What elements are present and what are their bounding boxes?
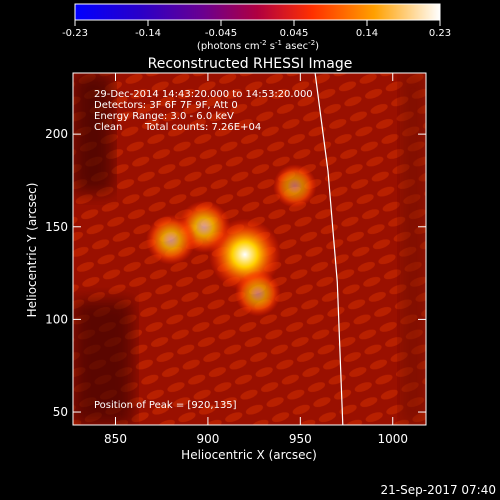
colorbar-unit: (photons cm-2 s-1 asec-2) (197, 39, 319, 52)
annotation-method: Clean (94, 122, 122, 133)
solar-limb (314, 73, 344, 425)
heatmap-image (73, 73, 426, 425)
colorbar-tick-label: -0.23 (62, 28, 88, 39)
emission-source (145, 214, 196, 265)
x-tick-label: 900 (196, 432, 219, 446)
annotation-detectors: Detectors: 3F 6F 7F 9F, Att 0 (94, 100, 238, 111)
y-tick-label: 200 (45, 127, 68, 141)
colorbar-tick-label: 0.045 (280, 28, 309, 39)
colorbar-unit-exp1: -2 (260, 39, 267, 47)
x-axis-ticks: 850 900 950 1000 (104, 73, 408, 446)
annotation-time: 29-Dec-2014 14:43:20.000 to 14:53:20.000 (94, 89, 313, 100)
y-axis-label: Heliocentric Y (arcsec) (25, 183, 39, 318)
annotation-counts: Total counts: 7.26E+04 (144, 122, 261, 133)
emission-source (235, 270, 281, 317)
colorbar-unit-exp3: -2 (308, 39, 315, 47)
footer-date: 21-Sep-2017 07:40 (381, 483, 496, 497)
emission-source (273, 164, 317, 208)
colorbar-tick-label: 0.14 (356, 28, 378, 39)
chart-title: Reconstructed RHESSI Image (148, 56, 353, 72)
colorbar (74, 3, 441, 21)
annotation-block: 29-Dec-2014 14:43:20.000 to 14:53:20.000… (94, 89, 313, 411)
colorbar-unit-suffix: ) (315, 41, 319, 52)
colorbar-unit-prefix: (photons cm (197, 41, 260, 52)
y-tick-label: 100 (45, 312, 68, 326)
x-tick-label: 950 (289, 432, 312, 446)
x-tick-label: 850 (104, 432, 127, 446)
annotation-peak: Position of Peak = [920,135] (94, 400, 237, 411)
annotation-energy: Energy Range: 3.0 - 6.0 keV (94, 111, 234, 122)
colorbar-tick-label: -0.14 (135, 28, 161, 39)
y-tick-label: 50 (53, 405, 68, 419)
colorbar-tick-label: -0.045 (205, 28, 237, 39)
plot-frame (72, 72, 427, 426)
colorbar-tick-label: 0.23 (429, 28, 451, 39)
colorbar-unit-exp2: -1 (275, 39, 282, 47)
colorbar-unit-mid2: asec (282, 41, 308, 52)
y-tick-label: 150 (45, 220, 68, 234)
emission-sources (145, 164, 317, 317)
colorbar-unit-mid: s (267, 41, 275, 52)
x-tick-label: 1000 (377, 432, 408, 446)
y-axis-ticks: 50 100 150 200 (45, 127, 426, 419)
colorbar-ticks: -0.23 -0.14 -0.045 0.045 0.14 0.23 (62, 20, 451, 39)
x-axis-label: Heliocentric X (arcsec) (181, 448, 317, 462)
